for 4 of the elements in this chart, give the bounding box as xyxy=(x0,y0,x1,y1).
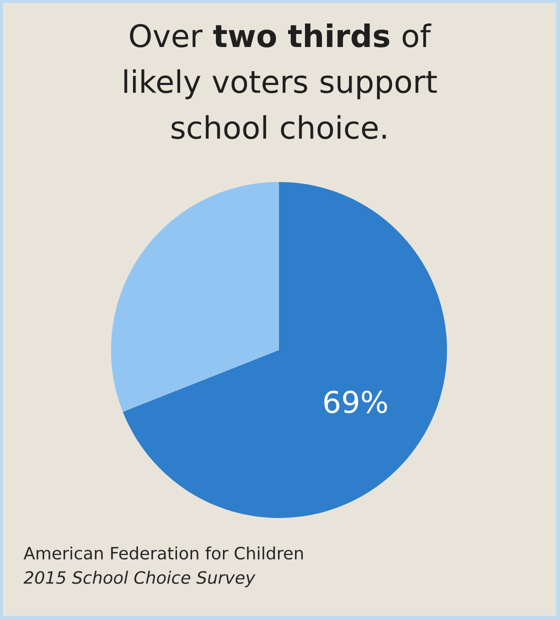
data-label: 69% xyxy=(324,390,387,414)
chart-title: Over two thirds of likely voters support school choice. xyxy=(124,24,437,140)
text: 2015 School Choice Survey xyxy=(24,570,256,588)
text: American Federation for Children xyxy=(24,546,303,560)
